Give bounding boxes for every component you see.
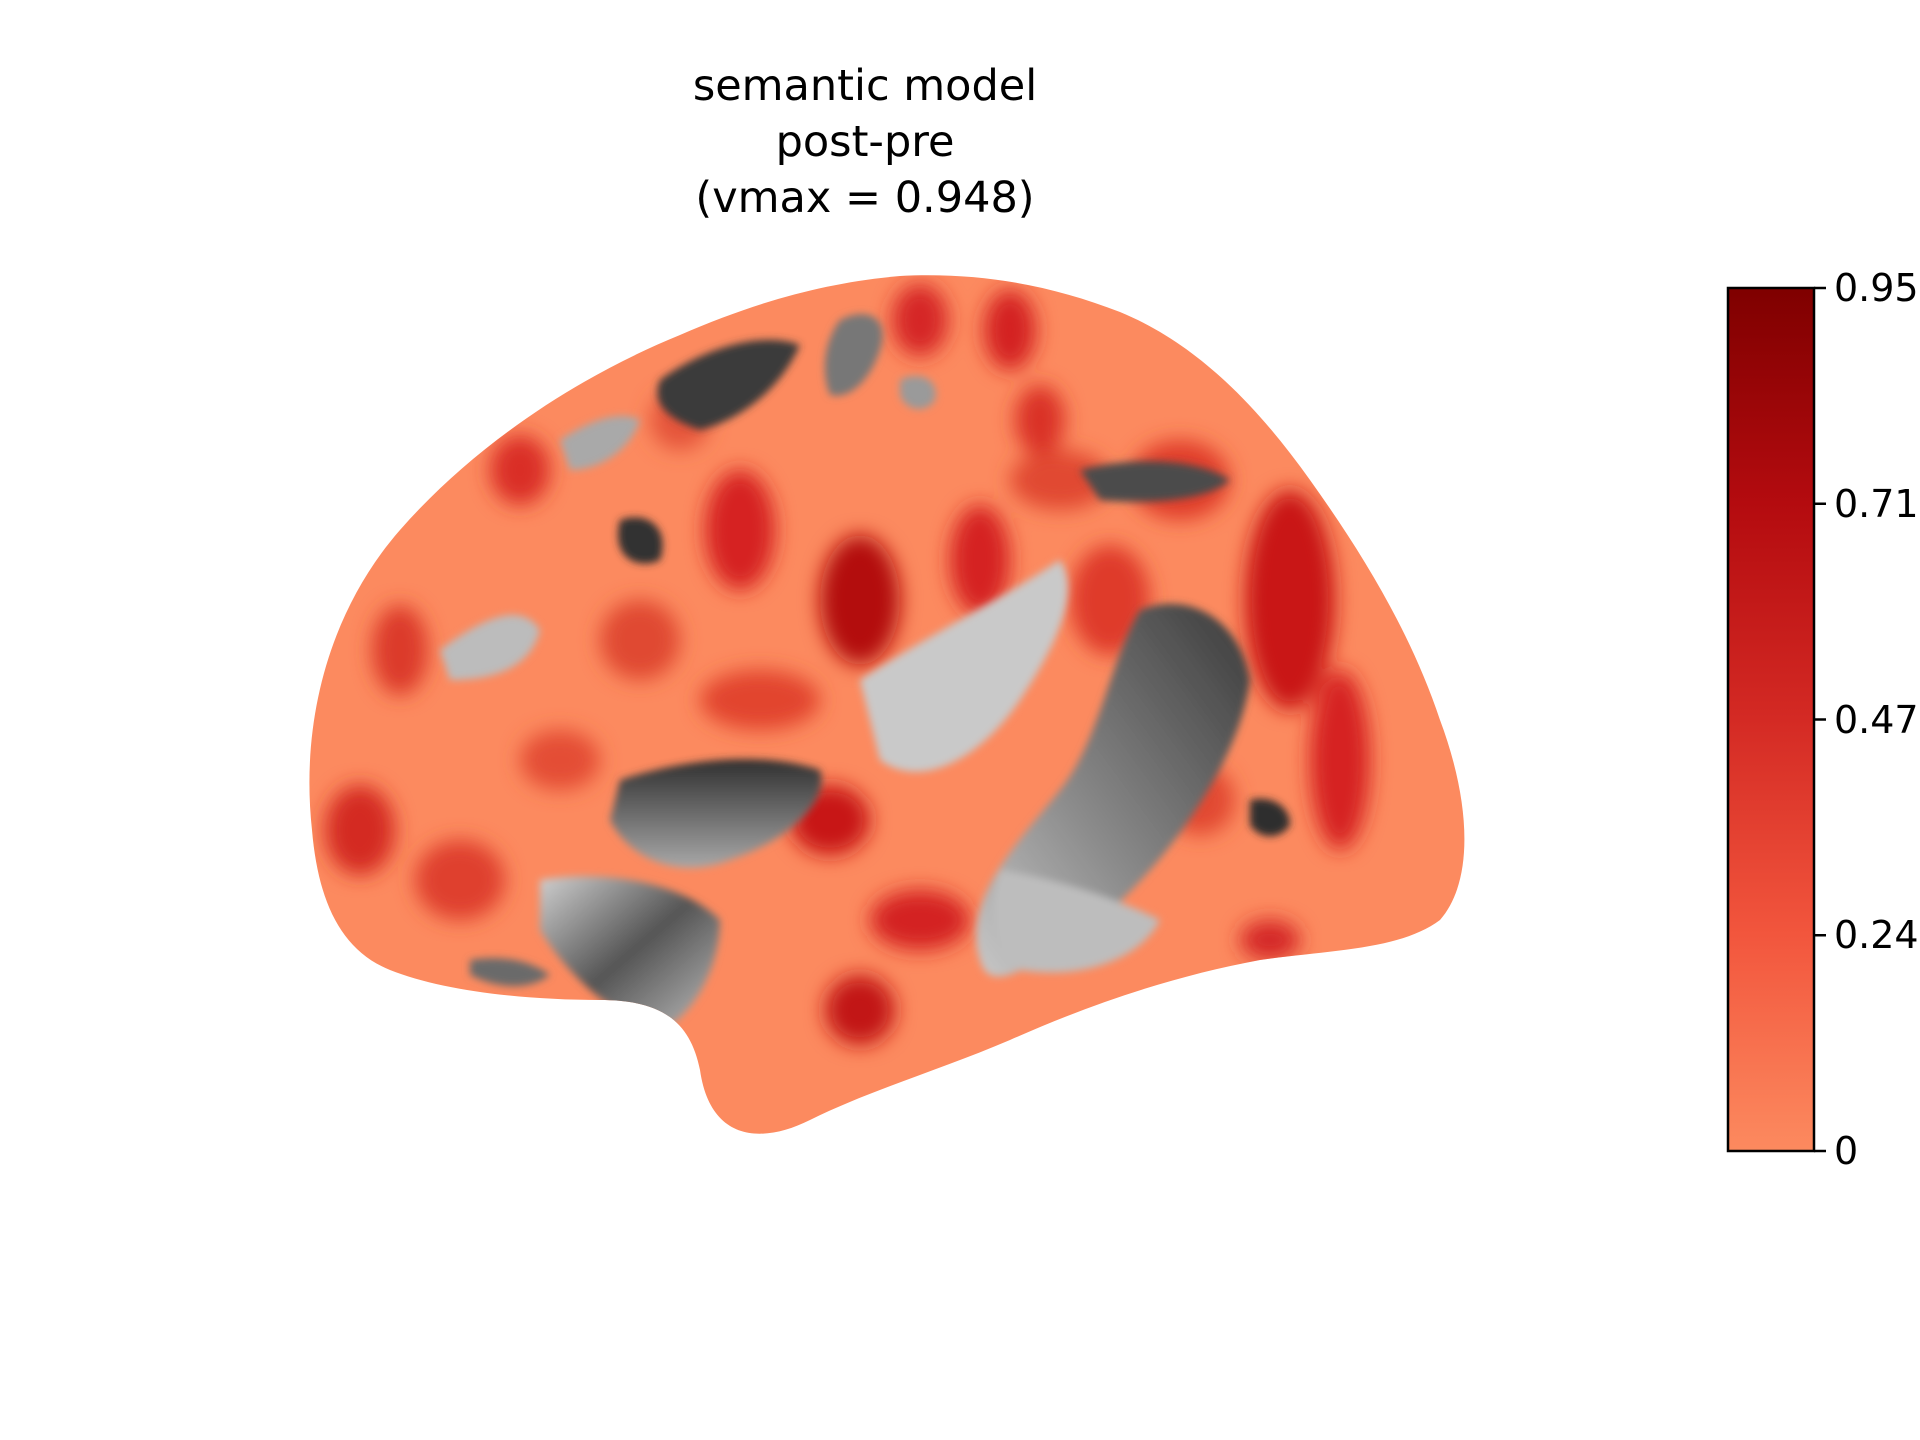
title-line-2: post-pre: [775, 117, 955, 167]
title-line-1: semantic model: [692, 61, 1038, 111]
colorbar-ticks: [1814, 286, 1826, 1153]
figure-title: semantic model post-pre (vmax = 0.948): [510, 58, 1220, 226]
colorbar-tick-label: 0.47: [1834, 697, 1919, 742]
colorbar-tick-label: 0.24: [1834, 913, 1919, 958]
colorbar-tick-label: 0.71: [1834, 481, 1919, 526]
colorbar-tick-label: 0: [1834, 1129, 1859, 1173]
colorbar-tick-label: 0.95: [1834, 266, 1919, 310]
colorbar-gradient: [1726, 286, 1816, 1153]
title-line-3: (vmax = 0.948): [695, 173, 1035, 223]
